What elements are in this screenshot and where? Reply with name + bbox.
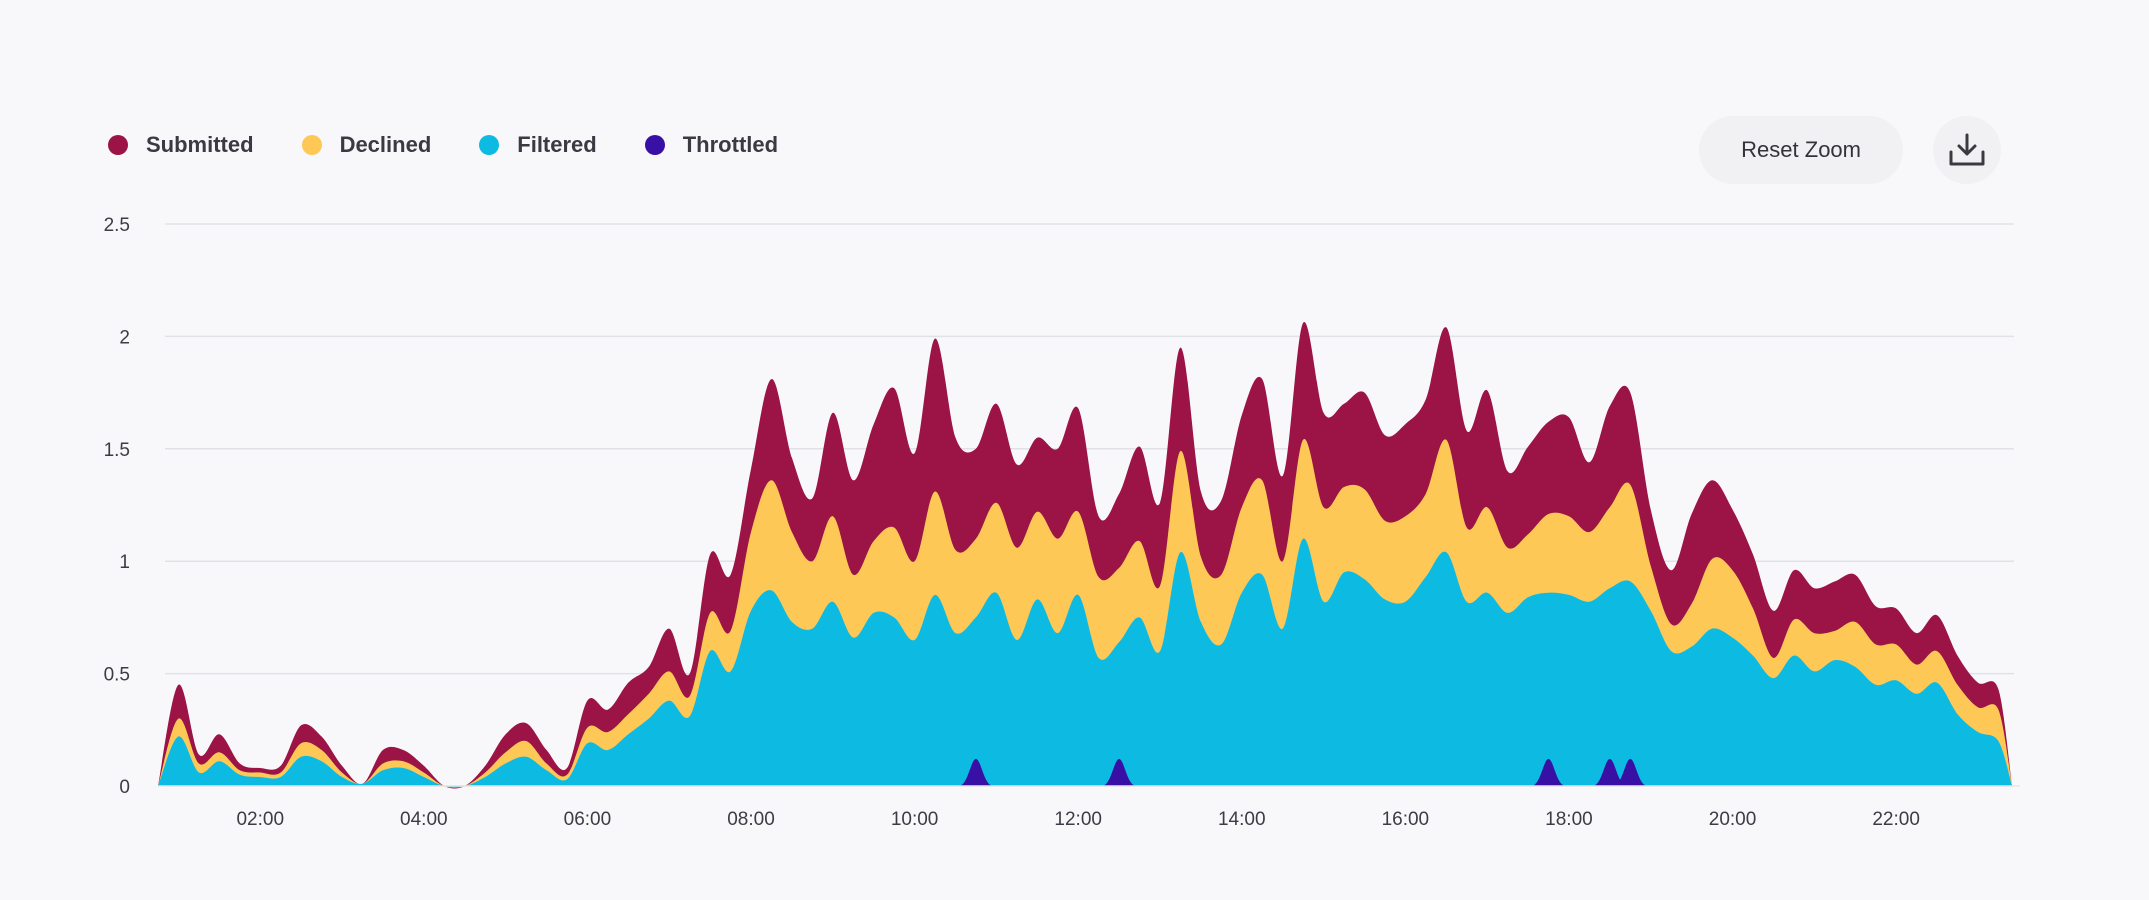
x-tick-label: 22:00 [1872,809,1920,830]
throttled-peak [1101,759,1137,786]
x-tick-label: 20:00 [1709,809,1757,830]
y-tick-label: 0 [119,777,130,798]
area-filtered [158,538,2012,788]
x-tick-label: 14:00 [1218,809,1266,830]
y-tick-label: 1 [119,552,130,573]
legend-dot-declined [301,135,322,155]
x-tick-label: 18:00 [1545,809,1593,830]
throttled-peak [1612,759,1648,786]
x-tick-label: 04:00 [400,809,448,830]
y-tick-label: 2.5 [104,215,130,236]
x-axis-ticks: 02:00 04:00 06:00 08:00 10:00 12:00 14:00 16:00… [236,809,1919,830]
series-areas [158,322,2020,789]
x-tick-label: 08:00 [727,809,775,830]
x-tick-label: 10:00 [891,809,939,830]
throttled-peak [958,759,994,786]
legend-dot-throttled [644,135,665,155]
legend-label-submitted: Submitted [146,132,254,157]
legend-item-submitted[interactable]: Submitted [108,132,254,158]
legend-label-throttled: Throttled [682,132,779,157]
legend-dot-submitted [108,135,128,155]
legend-item-filtered[interactable]: Filtered [479,132,597,158]
throttled-peak [1531,759,1566,786]
y-axis-ticks: 0 0.5 1 1.5 2 2.5 [104,215,130,798]
download-icon [1949,133,1985,166]
legend-label-filtered: Filtered [517,132,597,157]
chart-legend: Submitted Declined Filtered Throttled [108,132,826,158]
x-tick-label: 06:00 [564,809,612,830]
y-tick-label: 1.5 [104,440,130,461]
reset-zoom-button[interactable]: Reset Zoom [1699,116,1903,184]
throttled-peak [1592,759,1628,786]
legend-label-declined: Declined [339,132,432,157]
y-tick-label: 2 [119,327,130,348]
x-tick-label: 02:00 [236,809,284,830]
legend-item-throttled[interactable]: Throttled [644,132,779,158]
legend-item-declined[interactable]: Declined [301,132,432,158]
chart-toolbar: Reset Zoom [1699,116,2001,184]
x-tick-label: 12:00 [1054,809,1102,830]
x-tick-label: 16:00 [1382,809,1430,830]
legend-dot-filtered [479,135,500,155]
y-tick-label: 0.5 [104,665,130,686]
download-button[interactable] [1933,116,2001,184]
